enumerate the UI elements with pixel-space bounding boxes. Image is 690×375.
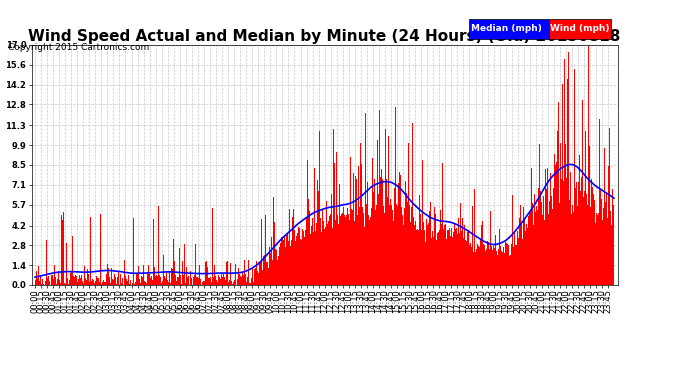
Text: Copyright 2015 Cartronics.com: Copyright 2015 Cartronics.com bbox=[8, 43, 150, 52]
Text: Median (mph): Median (mph) bbox=[471, 24, 542, 33]
Text: Wind (mph): Wind (mph) bbox=[550, 24, 609, 33]
Title: Wind Speed Actual and Median by Minute (24 Hours) (Old) 20150818: Wind Speed Actual and Median by Minute (… bbox=[28, 29, 621, 44]
